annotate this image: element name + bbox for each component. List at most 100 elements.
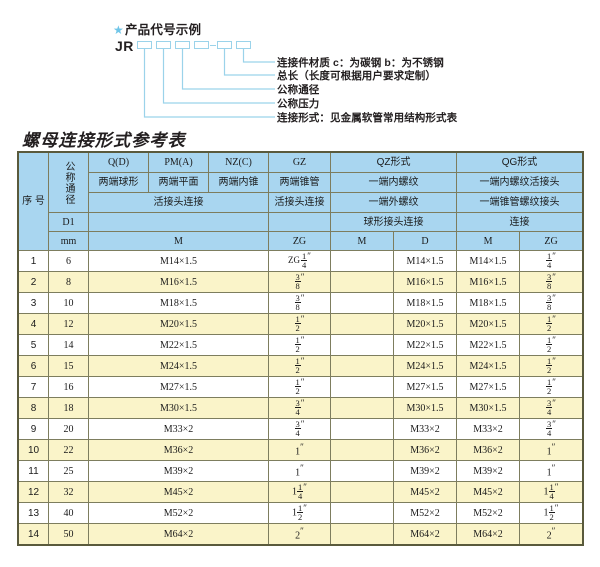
cell-qg-m: M64×2 — [456, 523, 521, 545]
code-box-4 — [194, 41, 209, 49]
cell-nominal-diameter: 6 — [48, 250, 89, 272]
table-row: 8 18 M30×1.5 3 4 ″ M30×1.5 M30×1.5 3 4 ″ — [18, 397, 584, 419]
cell-thread-m-main: M64×2 — [88, 523, 269, 545]
cell-qz-m — [330, 250, 394, 272]
cell-seq: 11 — [18, 460, 49, 482]
cell-qz-m — [330, 439, 394, 461]
cell-thread-m-main: M30×1.5 — [88, 397, 269, 419]
header-conn-union-main: 活接头连接 — [88, 192, 269, 213]
header-unit-zg-qg: ZG — [519, 231, 584, 251]
cell-seq: 4 — [18, 313, 49, 335]
cell-qg-m: M22×1.5 — [456, 334, 521, 356]
cell-qg-zg: 3 8 ″ — [519, 292, 584, 314]
cell-seq: 14 — [18, 523, 49, 545]
cell-gz-zg: 3 8 ″ — [268, 271, 331, 293]
header-group-desc-pma: 两端平面 — [148, 172, 209, 193]
cell-qz-m — [330, 334, 394, 356]
cell-qz-m — [330, 292, 394, 314]
cell-thread-m-main: M18×1.5 — [88, 292, 269, 314]
cell-seq: 7 — [18, 376, 49, 398]
table-row: 1 6 M14×1.5 ZG 1 4 ″ M14×1.5 M14×1.5 1 4 ″ — [18, 250, 584, 272]
table-row: 2 8 M16×1.5 3 8 ″ M16×1.5 M16×1.5 3 8 ″ — [18, 271, 584, 293]
cell-qg-zg: 1 4 ″ — [519, 250, 584, 272]
cell-qz-d: M52×2 — [392, 502, 458, 524]
header-unit-zg-gz: ZG — [268, 231, 331, 251]
cell-qg-m: M39×2 — [456, 460, 521, 482]
header-unit-mm: mm — [48, 231, 89, 251]
header-group-code-nzc: NZ(C) — [208, 152, 269, 173]
cell-seq: 12 — [18, 481, 49, 503]
cell-thread-m-main: M33×2 — [88, 418, 269, 440]
cell-qz-m — [330, 418, 394, 440]
header-group-code-qd: Q(D) — [88, 152, 149, 173]
cell-qg-m: M16×1.5 — [456, 271, 521, 293]
cell-seq: 10 — [18, 439, 49, 461]
cell-nominal-diameter: 18 — [48, 397, 89, 419]
cell-qz-d: M16×1.5 — [392, 271, 458, 293]
cell-qg-zg: 1 2 ″ — [519, 313, 584, 335]
cell-thread-m-main: M22×1.5 — [88, 334, 269, 356]
cell-qg-zg: 2″ — [519, 523, 584, 545]
cell-qz-m — [330, 502, 394, 524]
header-group-desc-qz: 一端内螺纹 — [329, 172, 458, 193]
header-seq: 序 号 — [18, 152, 49, 251]
cell-thread-m-main: M14×1.5 — [88, 250, 269, 272]
cell-thread-m-main: M39×2 — [88, 460, 269, 482]
header-group-code-pma: PM(A) — [148, 152, 209, 173]
table-row: 11 25 M39×2 1″ M39×2 M39×2 1″ — [18, 460, 584, 482]
cell-gz-zg: 3 4 ″ — [268, 397, 331, 419]
cell-nominal-diameter: 22 — [48, 439, 89, 461]
table-header-row-d1: D1 球形接头连接 连接 — [19, 212, 584, 232]
header-unit-d-qz: D — [392, 231, 458, 251]
leader-lines — [143, 49, 275, 118]
cell-qg-zg: 1 2 ″ — [519, 376, 584, 398]
cell-qz-d: M64×2 — [392, 523, 458, 545]
cell-gz-zg: 1 2 ″ — [268, 334, 331, 356]
leader-label-connection-type: 连接形式：见金属软管常用结构形式表 — [277, 112, 458, 124]
cell-qz-d: M27×1.5 — [392, 376, 458, 398]
cell-qz-d: M18×1.5 — [392, 292, 458, 314]
leader-label-nominal-pressure: 公称压力 — [277, 98, 320, 110]
leader-label-material: 连接件材质 c：为碳钢 b：为不锈钢 — [277, 57, 444, 69]
cell-thread-m-main: M16×1.5 — [88, 271, 269, 293]
cell-seq: 8 — [18, 397, 49, 419]
cell-seq: 6 — [18, 355, 49, 377]
cell-qg-zg: 1 2 ″ — [519, 355, 584, 377]
table-row: 12 32 M45×2 1 1 4 ″ M45×2 M45×2 1 1 4 ″ — [18, 481, 584, 503]
cell-qg-m: M45×2 — [456, 481, 521, 503]
header-blank-gz — [268, 212, 331, 232]
cell-qz-d: M33×2 — [392, 418, 458, 440]
header-group-desc-qg: 一端内螺纹活接头 — [456, 172, 584, 193]
cell-nominal-diameter: 10 — [48, 292, 89, 314]
header-blank-main — [88, 212, 269, 232]
cell-qz-d: M45×2 — [392, 481, 458, 503]
cell-seq: 1 — [18, 250, 49, 272]
cell-qg-m: M24×1.5 — [456, 355, 521, 377]
cell-nominal-diameter: 50 — [48, 523, 89, 545]
table-row: 13 40 M52×2 1 1 2 ″ M52×2 M52×2 1 1 2 ″ — [18, 502, 584, 524]
header-unit-m-qg: M — [456, 231, 521, 251]
cell-gz-zg: 2″ — [268, 523, 331, 545]
cell-gz-zg: 1 2 ″ — [268, 355, 331, 377]
cell-qz-m — [330, 355, 394, 377]
cell-gz-zg: 3 8 ″ — [268, 292, 331, 314]
table-row: 9 20 M33×2 3 4 ″ M33×2 M33×2 3 4 ″ — [18, 418, 584, 440]
cell-seq: 5 — [18, 334, 49, 356]
page-title: 螺母连接形式参考表 — [22, 131, 186, 150]
cell-thread-m-main: M27×1.5 — [88, 376, 269, 398]
cell-gz-zg: 1 2 ″ — [268, 376, 331, 398]
cell-thread-m-main: M45×2 — [88, 481, 269, 503]
cell-qg-m: M27×1.5 — [456, 376, 521, 398]
cell-nominal-diameter: 32 — [48, 481, 89, 503]
cell-qz-d: M20×1.5 — [392, 313, 458, 335]
cell-gz-zg: 1 1 2 ″ — [268, 502, 331, 524]
header-group-code-qg: QG形式 — [456, 152, 584, 173]
code-box-1 — [137, 41, 152, 49]
cell-qz-d: M39×2 — [392, 460, 458, 482]
header-group-desc-gz: 两端锥管 — [268, 172, 331, 193]
cell-qz-d: M22×1.5 — [392, 334, 458, 356]
leader-label-total-length: 总长（长度可根据用户要求定制） — [277, 70, 436, 82]
header-conn-taper-thread-joint: 一端锥管螺纹接头 — [456, 192, 584, 213]
cell-qg-zg: 1 1 2 ″ — [519, 502, 584, 524]
cell-nominal-diameter: 15 — [48, 355, 89, 377]
